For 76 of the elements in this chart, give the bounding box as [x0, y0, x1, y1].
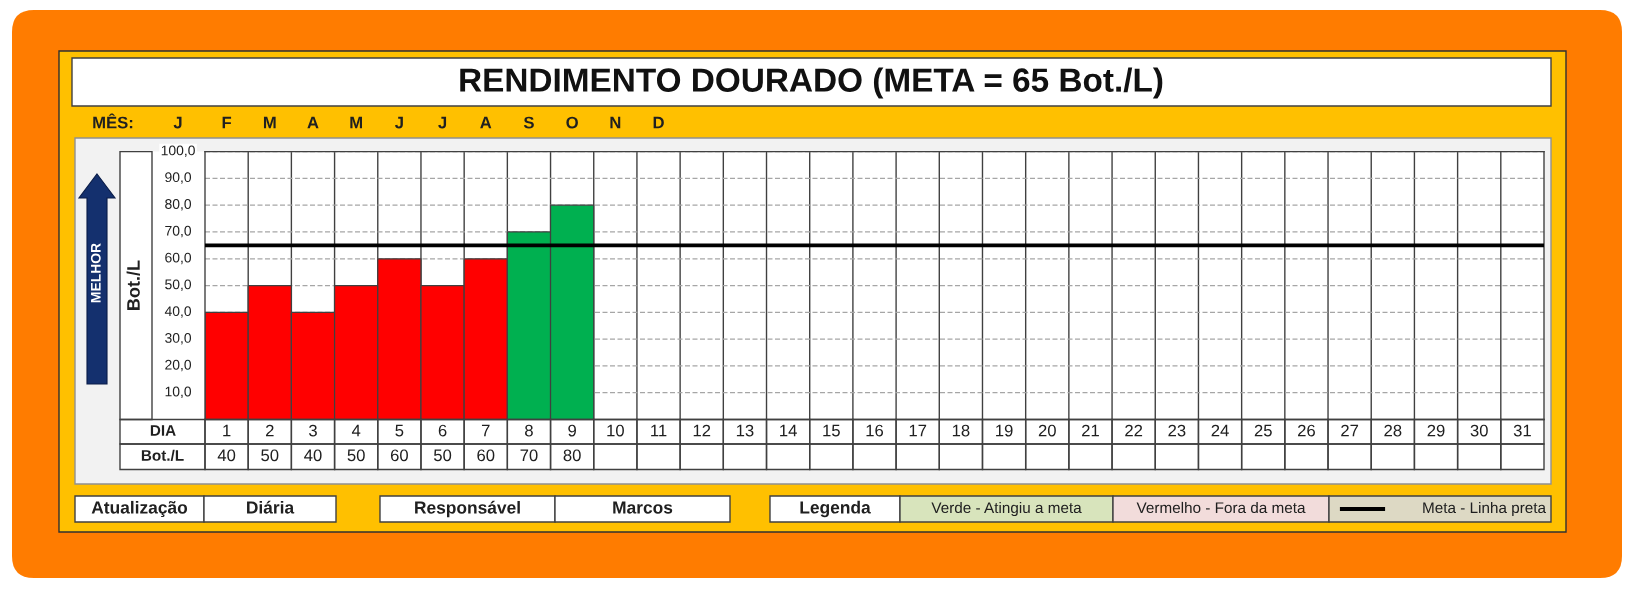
data-label: 70: [520, 449, 538, 462]
text: M: [263, 116, 276, 129]
x-tick-label: 6: [438, 424, 447, 437]
y-tick-label: 100,0: [161, 145, 195, 157]
x-tick-label: 13: [736, 424, 754, 437]
x-tick-label: 30: [1470, 424, 1488, 437]
x-tick-label: 7: [481, 424, 490, 437]
x-tick-label: 9: [568, 424, 576, 437]
x-tick-label: 16: [866, 424, 884, 437]
text: A: [307, 116, 319, 129]
y-tick-label: 40,0: [164, 306, 192, 318]
x-tick-label: 12: [693, 424, 711, 437]
text: O: [566, 116, 578, 129]
x-tick-label: 31: [1513, 424, 1531, 437]
text: Responsável: [415, 500, 520, 518]
y-tick-label: 20,0: [165, 359, 192, 372]
x-tick-label: 14: [780, 424, 797, 437]
x-tick-label: 22: [1125, 424, 1143, 437]
data-label: 40: [217, 449, 236, 462]
chart-title: RENDIMENTO DOURADO (META = 65 Bot./L): [460, 67, 1163, 99]
y-tick-label: 30,0: [165, 333, 192, 345]
y-axis-title: Bot./L: [126, 260, 141, 310]
text: MELHOR: [90, 243, 101, 303]
y-tick-label: 80,0: [165, 199, 192, 211]
x-tick-label: 19: [996, 424, 1013, 437]
text: MÊS:: [93, 113, 133, 129]
y-tick-label: 50,0: [165, 279, 192, 291]
x-tick-label: 10: [607, 424, 624, 437]
x-tick-label: 1: [223, 424, 231, 437]
text: Marcos: [613, 501, 673, 514]
x-tick-label: 29: [1427, 424, 1445, 437]
text: N: [610, 116, 621, 129]
data-label: 50: [433, 449, 452, 462]
data-label: 40: [304, 449, 322, 462]
text: Atualização: [91, 500, 188, 518]
text: F: [222, 116, 232, 129]
x-tick-label: 8: [525, 424, 533, 437]
y-tick-label: 90,0: [165, 172, 192, 184]
data-label: 50: [261, 449, 279, 462]
text: Diária: [247, 500, 295, 514]
text: D: [653, 116, 664, 129]
x-tick-label: 15: [823, 424, 840, 437]
data-label: 80: [563, 449, 581, 462]
y-tick-label: 70,0: [165, 225, 192, 238]
text: J: [173, 116, 182, 129]
data-label: 60: [477, 449, 495, 462]
x-tick-label: 11: [651, 424, 667, 437]
x-axis-title: DIA: [150, 425, 176, 436]
text: Vermelho - Fora da meta: [1136, 501, 1306, 514]
y-tick-label: 60,0: [165, 252, 192, 265]
x-tick-label: 17: [909, 424, 927, 437]
x-tick-label: 26: [1298, 424, 1315, 437]
text: J: [438, 116, 447, 129]
text: Verde - Atingiu a meta: [931, 501, 1082, 517]
data-label: 50: [347, 449, 365, 462]
text: S: [523, 116, 534, 129]
x-tick-label: 24: [1211, 424, 1229, 437]
x-tick-label: 20: [1038, 424, 1056, 437]
y-tick-label: 10,0: [165, 386, 192, 399]
x-tick-label: 28: [1384, 424, 1402, 437]
text: Legenda: [800, 500, 871, 518]
x-tick-label: 23: [1168, 424, 1186, 437]
x-tick-label: 21: [1082, 424, 1099, 437]
text: J: [394, 116, 403, 129]
data-label: 60: [390, 449, 408, 462]
x-tick-label: 25: [1254, 424, 1272, 437]
text: A: [480, 116, 492, 129]
x-tick-label: 2: [265, 424, 274, 437]
text: Bot./L: [141, 449, 184, 462]
ref-line-label: Meta - Linha preta: [1423, 501, 1547, 517]
text: M: [350, 116, 362, 129]
x-tick-label: 3: [308, 424, 317, 437]
x-tick-label: 4: [351, 424, 361, 437]
x-tick-label: 5: [395, 424, 404, 437]
x-tick-label: 18: [952, 424, 970, 437]
x-tick-label: 27: [1341, 424, 1359, 437]
